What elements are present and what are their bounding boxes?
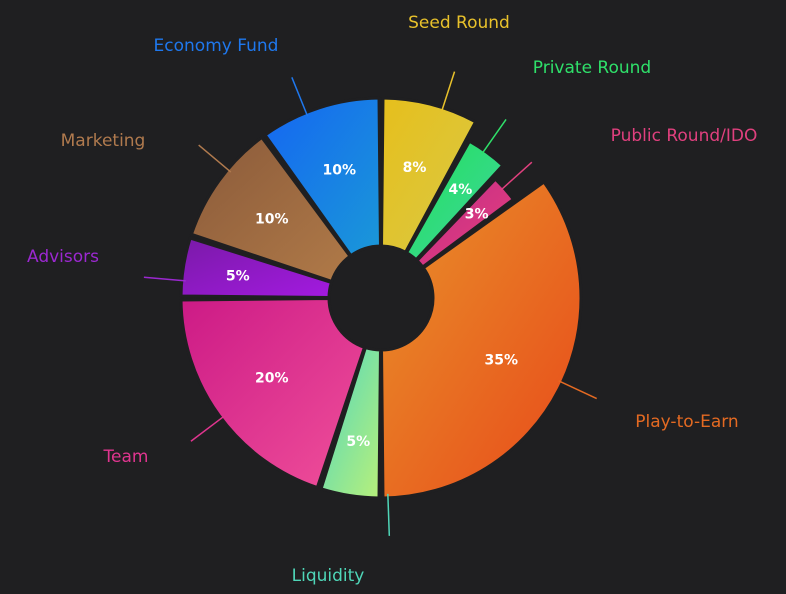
slice-marketing bbox=[189, 135, 352, 283]
percent-label-private-round: 4% bbox=[448, 182, 472, 198]
percent-label-advisors: 5% bbox=[226, 268, 250, 284]
percent-label-group: 8% 4% 3% 35% 5% 20% 5% 10% 10% bbox=[226, 160, 518, 450]
category-label-liquidity: Liquidity bbox=[292, 566, 365, 586]
slice-economy-fund bbox=[263, 96, 382, 258]
percent-label-seed-round: 8% bbox=[403, 160, 427, 176]
category-label-economy-fund: Economy Fund bbox=[154, 36, 279, 56]
category-label-marketing: Marketing bbox=[61, 131, 146, 151]
leader-line-group bbox=[143, 71, 598, 536]
category-label-group: Seed Round Private Round Public Round/IDO P… bbox=[27, 13, 757, 586]
percent-label-marketing: 10% bbox=[255, 212, 289, 228]
leader-line-liquidity bbox=[387, 493, 391, 536]
percent-label-team: 20% bbox=[255, 370, 289, 386]
slice-group bbox=[179, 96, 583, 500]
category-label-public-round-ido: Public Round/IDO bbox=[611, 126, 758, 146]
leader-line-public-round-ido bbox=[500, 161, 533, 191]
slice-team bbox=[179, 297, 366, 490]
category-label-advisors: Advisors bbox=[27, 247, 99, 267]
leader-line-advisors bbox=[143, 276, 186, 282]
percent-label-liquidity: 5% bbox=[346, 434, 370, 450]
percent-label-economy-fund: 10% bbox=[323, 163, 357, 179]
category-label-team: Team bbox=[103, 447, 149, 467]
leader-line-seed-round bbox=[440, 71, 456, 112]
slice-advisors bbox=[179, 236, 333, 299]
category-label-seed-round: Seed Round bbox=[408, 13, 510, 33]
leader-line-private-round bbox=[481, 118, 507, 155]
percent-label-public-round-ido: 3% bbox=[465, 207, 489, 223]
slice-seed-round bbox=[380, 96, 478, 254]
leader-line-team bbox=[190, 415, 225, 442]
slice-play-to-earn bbox=[380, 180, 583, 500]
category-label-private-round: Private Round bbox=[533, 58, 651, 78]
category-label-play-to-earn: Play-to-Earn bbox=[635, 412, 738, 432]
slice-liquidity bbox=[319, 346, 382, 500]
leader-line-play-to-earn bbox=[558, 380, 598, 400]
leader-line-marketing bbox=[198, 144, 232, 173]
leader-line-economy-fund bbox=[291, 77, 309, 117]
percent-label-play-to-earn: 35% bbox=[485, 352, 519, 368]
